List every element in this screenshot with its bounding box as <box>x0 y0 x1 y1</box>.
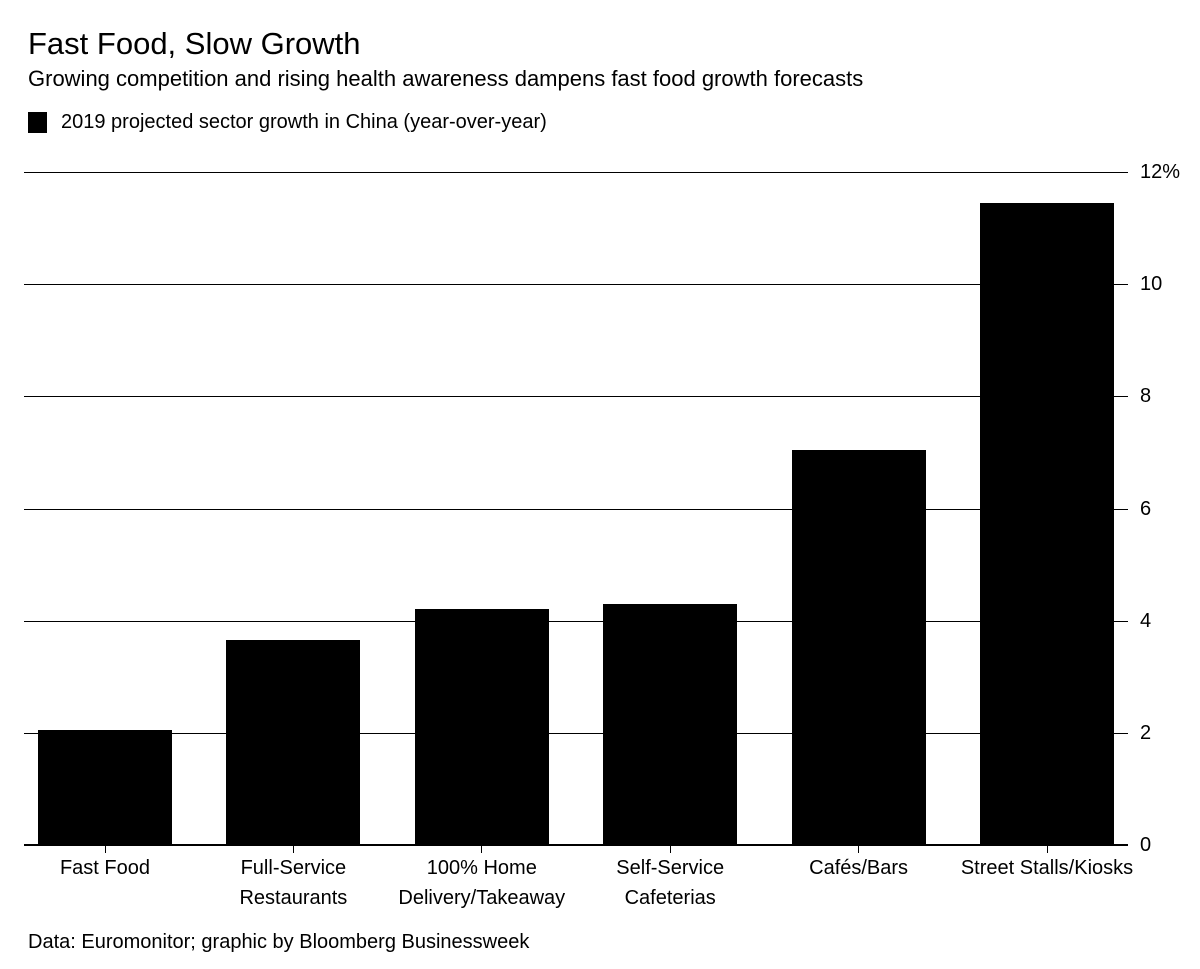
x-axis-tick <box>858 846 860 853</box>
bar <box>603 603 738 845</box>
bar <box>38 730 172 845</box>
gridline <box>24 844 1128 846</box>
x-axis-label: Cafés/Bars <box>744 853 974 883</box>
gridline <box>24 732 1128 734</box>
bar <box>980 202 1114 845</box>
x-axis-label-line: Cafés/Bars <box>809 857 909 879</box>
x-axis-tick <box>104 846 106 853</box>
x-axis-label: Full-Service Restaurants <box>178 853 408 913</box>
gridline <box>24 508 1128 510</box>
gridline <box>24 172 1128 173</box>
x-axis-label: Fast Food <box>0 853 220 883</box>
y-axis-tick-label: 12% <box>1140 161 1181 183</box>
x-axis-label-line: 100% Home <box>426 857 537 879</box>
x-axis-label: Street Stalls/Kiosks <box>932 853 1162 883</box>
gridline <box>24 620 1128 622</box>
bar <box>791 449 926 845</box>
legend-swatch-icon <box>28 112 47 133</box>
x-axis-tick <box>292 846 294 853</box>
y-axis-tick-label: 6 <box>1140 497 1152 520</box>
x-axis-tick <box>481 846 483 853</box>
legend: 2019 projected sector growth in China (y… <box>28 111 547 134</box>
chart-title: Fast Food, Slow Growth <box>28 26 361 61</box>
x-axis-tick <box>669 846 671 853</box>
bar <box>414 609 549 845</box>
y-axis-tick-label: 4 <box>1140 609 1152 632</box>
y-axis-tick-label: 10 <box>1140 273 1163 296</box>
x-axis-label: Self-Service Cafeterias <box>555 853 785 913</box>
gridline <box>24 284 1128 286</box>
x-axis-label-line: Restaurants <box>239 887 348 909</box>
x-axis-label: 100% Home Delivery/Takeaway <box>367 853 597 913</box>
bar <box>226 640 361 845</box>
y-axis-tick-label: 2 <box>1140 721 1152 744</box>
x-axis-label-line: Full-Service <box>240 857 347 879</box>
x-axis-label-line: Self-Service <box>616 857 725 879</box>
x-axis-label-line: Fast Food <box>59 857 151 879</box>
chart-subtitle: Growing competition and rising health aw… <box>28 66 864 91</box>
gridline <box>24 396 1128 398</box>
y-axis-tick-label: 8 <box>1140 385 1152 408</box>
y-axis-tick-label: 0 <box>1140 834 1152 856</box>
x-axis-label-line: Delivery/Takeaway <box>398 887 566 909</box>
x-axis-label-line: Cafeterias <box>624 887 716 909</box>
legend-label: 2019 projected sector growth in China (y… <box>61 111 547 133</box>
x-axis-label-line: Street Stalls/Kiosks <box>960 857 1134 879</box>
x-axis-tick <box>1046 846 1048 853</box>
source-note: Data: Euromonitor; graphic by Bloomberg … <box>28 931 530 953</box>
